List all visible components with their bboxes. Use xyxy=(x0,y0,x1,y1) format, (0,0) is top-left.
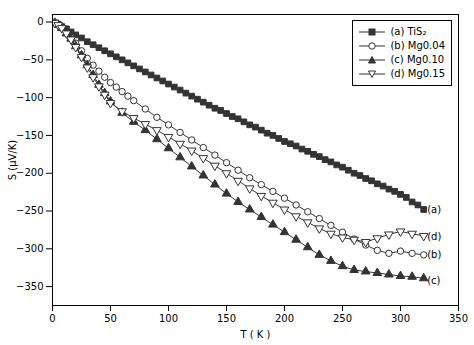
svg-text:−200: −200 xyxy=(16,167,43,178)
svg-text:(d): (d) xyxy=(427,231,441,242)
svg-text:−150: −150 xyxy=(16,130,43,141)
svg-text:300: 300 xyxy=(391,313,410,324)
html-text:(c) Mg0.10: (c) Mg0.10 xyxy=(390,54,445,65)
svg-text:(a): (a) xyxy=(427,204,441,215)
svg-text:T ( K ): T ( K ) xyxy=(239,329,270,340)
html-text:(a) TiS₂: (a) TiS₂ xyxy=(390,26,427,37)
svg-text:S (μV/K): S (μV/K) xyxy=(7,140,18,181)
svg-text:−100: −100 xyxy=(16,92,43,103)
svg-text:100: 100 xyxy=(159,313,178,324)
svg-text:−300: −300 xyxy=(16,243,43,254)
svg-text:(c): (c) xyxy=(427,275,440,286)
svg-text:50: 50 xyxy=(104,313,117,324)
svg-text:−250: −250 xyxy=(16,205,43,216)
svg-text:0: 0 xyxy=(49,313,55,324)
svg-text:200: 200 xyxy=(275,313,294,324)
svg-text:(b): (b) xyxy=(427,249,441,260)
html-text:(b) Mg0.04: (b) Mg0.04 xyxy=(390,40,445,51)
svg-text:−50: −50 xyxy=(22,54,43,65)
svg-text:150: 150 xyxy=(217,313,236,324)
html-text:(d) Mg0.15: (d) Mg0.15 xyxy=(390,68,445,79)
svg-text:−350: −350 xyxy=(16,281,43,292)
svg-text:350: 350 xyxy=(449,313,468,324)
svg-text:250: 250 xyxy=(333,313,352,324)
svg-text:0: 0 xyxy=(37,16,43,27)
